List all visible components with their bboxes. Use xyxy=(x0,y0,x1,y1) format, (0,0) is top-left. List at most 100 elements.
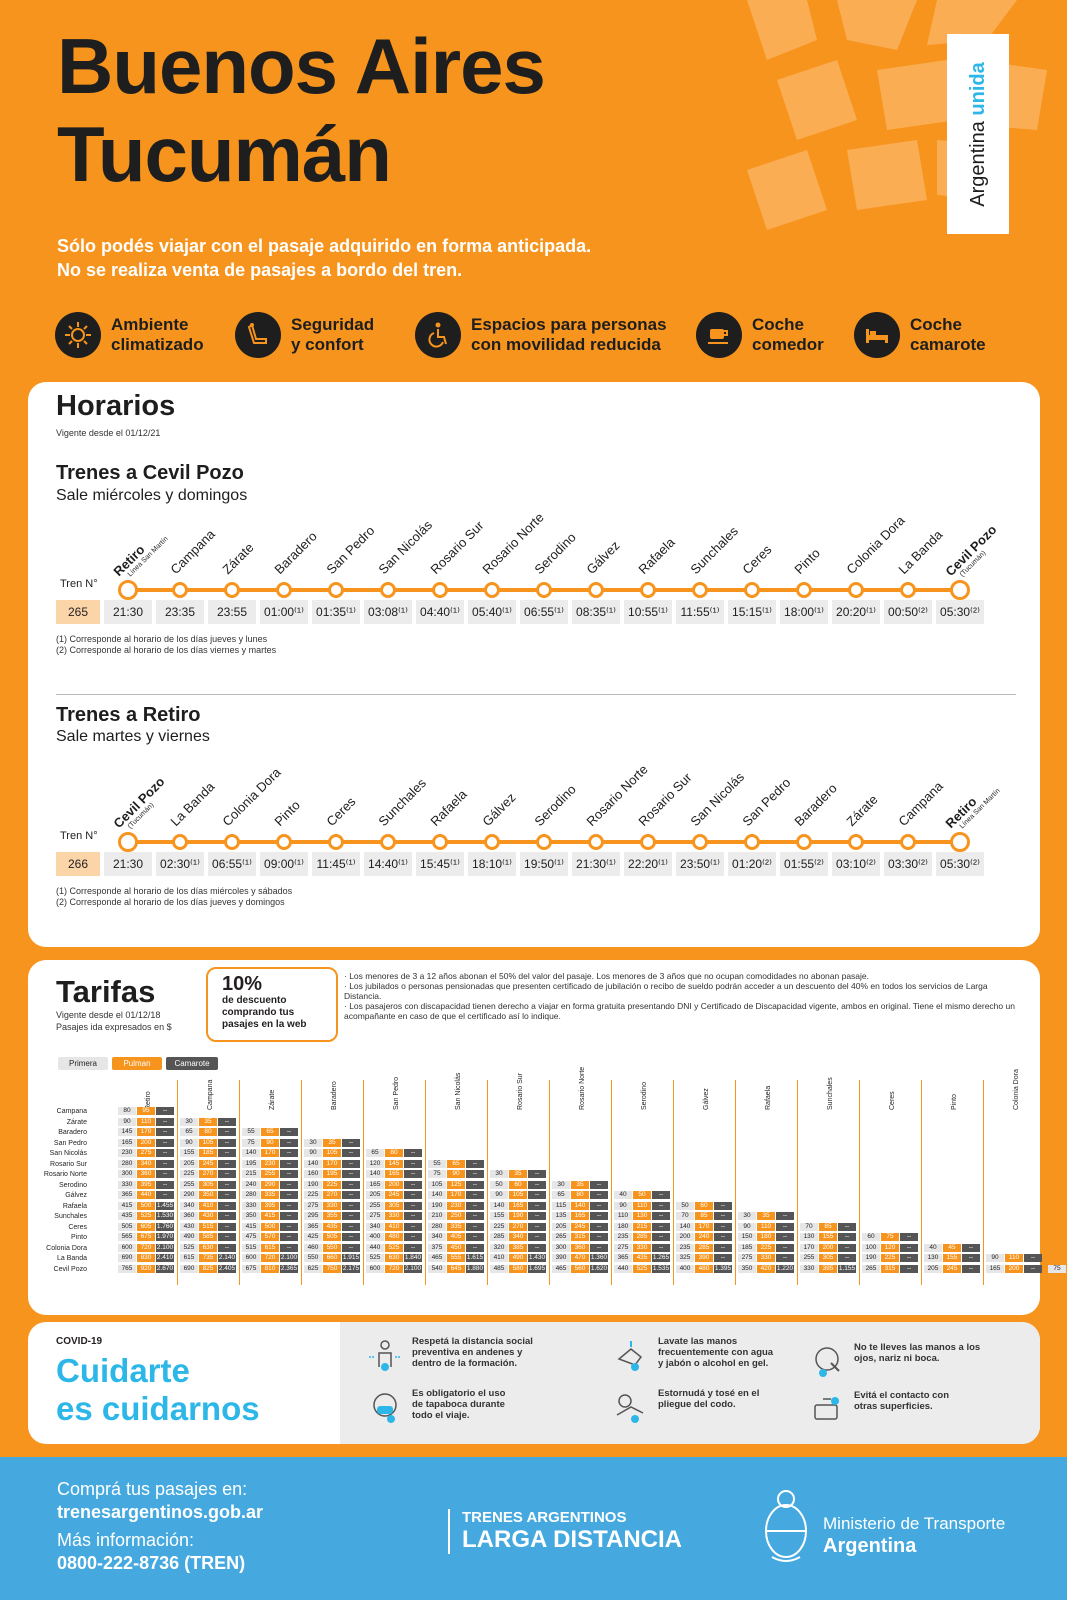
fare-cell: -- xyxy=(528,1233,546,1241)
fare-cell: 490 xyxy=(509,1254,527,1262)
fare-cell: 225 xyxy=(757,1243,775,1252)
station-name: Campana xyxy=(167,526,218,577)
fare-cell: 130 xyxy=(800,1233,818,1241)
inbound-subtitle: Sale martes y viernes xyxy=(56,728,210,745)
covid-tag: COVID-19 xyxy=(56,1336,103,1347)
fare-cell: 515 xyxy=(199,1222,217,1231)
fare-cell: 65 xyxy=(261,1128,279,1136)
fare-cell: -- xyxy=(156,1170,174,1178)
fare-cell: 515 xyxy=(242,1243,260,1252)
fare-cell: 130 xyxy=(924,1254,942,1262)
fare-cell: 230 xyxy=(447,1201,465,1210)
fare-cell: -- xyxy=(962,1264,980,1273)
fare-cell: -- xyxy=(404,1149,422,1157)
fare-cell: -- xyxy=(776,1243,794,1252)
fare-cell: 430 xyxy=(180,1222,198,1231)
fare-cell: 150 xyxy=(738,1233,756,1241)
departure-time: 09:00⁽¹⁾ xyxy=(260,852,308,876)
column-separator xyxy=(177,1080,178,1285)
fare-cell: 100 xyxy=(862,1243,880,1252)
station-dot xyxy=(118,580,138,600)
fare-cell: -- xyxy=(218,1149,236,1157)
station-dot xyxy=(692,582,708,598)
horarios-card: Horarios Vigente desde el 01/12/21 Trene… xyxy=(28,382,1040,947)
station-dot xyxy=(380,582,396,598)
station-name: Serodino xyxy=(531,781,579,829)
fare-cell: -- xyxy=(342,1243,360,1252)
fare-column-name: Rosario Sur xyxy=(517,1073,524,1110)
fare-cell: 615 xyxy=(180,1254,198,1262)
fare-cell: 1.360 xyxy=(590,1254,608,1262)
legend-pulman: Pulman xyxy=(112,1057,162,1070)
route-note: (1) Corresponde al horario de los días m… xyxy=(56,886,293,896)
bed-icon xyxy=(854,312,900,358)
train-number: 265 xyxy=(56,600,100,624)
fare-cell: -- xyxy=(652,1212,670,1220)
horarios-title: Horarios xyxy=(56,390,176,422)
ministerio-logo: Ministerio de Transporte Argentina xyxy=(823,1513,1005,1558)
fare-cell: 180 xyxy=(614,1222,632,1231)
fare-cell: 450 xyxy=(447,1243,465,1252)
fare-cell: 415 xyxy=(242,1222,260,1231)
fare-cell: 480 xyxy=(385,1233,403,1241)
fare-cell: 340 xyxy=(366,1222,384,1231)
fare-cell: 110 xyxy=(1005,1254,1023,1262)
fare-cell: 170 xyxy=(261,1149,279,1157)
phone-number[interactable]: 0800-222-8736 (TREN) xyxy=(57,1553,246,1573)
fare-cell: -- xyxy=(156,1180,174,1189)
fare-cell: 365 xyxy=(614,1254,632,1262)
feature-label: Ambiente climatizado xyxy=(111,315,204,354)
fare-cell: -- xyxy=(466,1170,484,1178)
fare-cell: 140 xyxy=(304,1159,322,1168)
station-dot xyxy=(588,834,604,850)
fare-cell: 605 xyxy=(137,1222,155,1231)
tip-handwash: Lavate las manos frecuentemente con agua… xyxy=(612,1336,773,1374)
website-link[interactable]: trenesargentinos.gob.ar xyxy=(57,1502,264,1522)
fare-cell: 600 xyxy=(366,1264,384,1273)
fare-cell: -- xyxy=(776,1222,794,1231)
fare-cell: -- xyxy=(466,1191,484,1199)
fare-row-name: Rosario Sur xyxy=(50,1160,87,1168)
fare-cell: -- xyxy=(714,1243,732,1252)
fare-cell: 40 xyxy=(924,1243,942,1252)
fare-cell: 630 xyxy=(199,1243,217,1252)
fare-cell: 280 xyxy=(242,1191,260,1199)
fare-cell: 225 xyxy=(323,1180,341,1189)
fare-row-name: La Banda xyxy=(57,1255,87,1262)
fare-cell: 205 xyxy=(552,1222,570,1231)
fare-cell: 50 xyxy=(490,1180,508,1189)
fare-cell: 170 xyxy=(800,1243,818,1252)
fare-cell: 60 xyxy=(695,1201,713,1210)
fare-cell: 170 xyxy=(137,1128,155,1136)
fare-cell: -- xyxy=(838,1222,856,1231)
fare-cell: 155 xyxy=(180,1149,198,1157)
station-name: La Banda xyxy=(895,527,946,577)
covid-card: COVID-19 Cuidarte es cuidarnos Respetá l… xyxy=(28,1322,1040,1444)
fare-cell: -- xyxy=(404,1159,422,1168)
no-face-touch-icon xyxy=(808,1342,846,1380)
departure-time: 01:55⁽²⁾ xyxy=(780,852,828,876)
station-name: Cevil Pozo (Tucumán) xyxy=(110,774,172,836)
fare-cell: 1.760 xyxy=(156,1222,174,1231)
fare-cell: -- xyxy=(280,1149,298,1157)
fare-cell: -- xyxy=(652,1233,670,1241)
fare-cell: 55 xyxy=(428,1159,446,1168)
fare-cell: 270 xyxy=(509,1222,527,1231)
station-dot xyxy=(640,834,656,850)
fare-cell: -- xyxy=(466,1201,484,1210)
fare-cell: -- xyxy=(280,1138,298,1147)
fare-cell: 315 xyxy=(881,1264,899,1273)
fare-cell: 70 xyxy=(676,1212,694,1220)
fare-cell: 645 xyxy=(447,1264,465,1273)
fare-cell: 105 xyxy=(199,1138,217,1147)
fare-cell: 90 xyxy=(614,1201,632,1210)
fare-cell: 1.880 xyxy=(466,1264,484,1273)
column-separator xyxy=(921,1080,922,1285)
fare-cell: 165 xyxy=(571,1212,589,1220)
fare-cell: 525 xyxy=(633,1264,651,1273)
feature-camarote: Coche camarote xyxy=(854,312,986,358)
fare-cell: 2.410 xyxy=(156,1254,174,1262)
fare-cell: -- xyxy=(776,1212,794,1220)
fare-cell: 500 xyxy=(261,1222,279,1231)
station-name: La Banda xyxy=(167,779,218,829)
